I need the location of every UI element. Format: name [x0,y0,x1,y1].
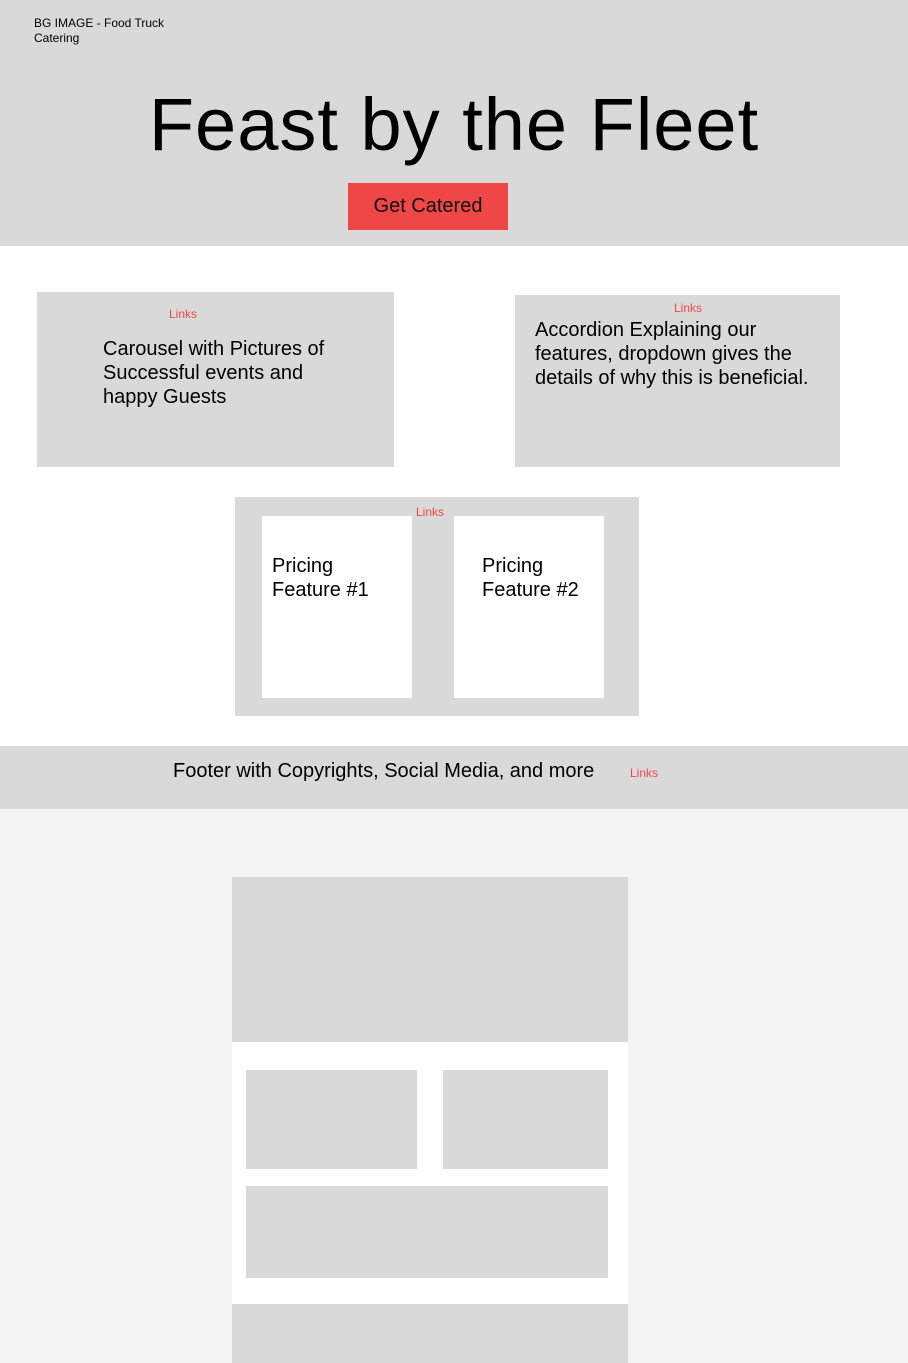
hero-title: Feast by the Fleet [148,83,760,166]
mobile-block-placeholder-1 [246,1070,417,1169]
mobile-hero-placeholder [232,877,628,1042]
pricing-card-1[interactable] [262,516,412,698]
pricing-card-2[interactable] [454,516,604,698]
accordion-section[interactable] [515,295,840,467]
get-catered-button[interactable]: Get Catered [348,183,508,230]
pricing-card-2-label: Pricing Feature #2 [482,555,579,601]
carousel-links-link[interactable]: Links [169,307,198,321]
mobile-footer-placeholder [232,1304,628,1363]
footer-links-link[interactable]: Links [630,766,659,780]
pricing-card-1-label: Pricing Feature #1 [272,555,369,601]
carousel-description: Carousel with Pictures of Successful eve… [103,338,325,408]
footer-description: Footer with Copyrights, Social Media, an… [173,760,595,782]
hero-bg-note: BG IMAGE - Food Truck Catering [34,16,165,45]
carousel-section[interactable] [37,292,394,467]
accordion-description: Accordion Explaining our features, dropd… [535,319,809,389]
footer-section [0,746,908,809]
accordion-links-link[interactable]: Links [674,301,703,315]
mobile-block-placeholder-3 [246,1186,608,1278]
mobile-block-placeholder-2 [443,1070,608,1169]
pricing-links-link[interactable]: Links [416,505,445,519]
